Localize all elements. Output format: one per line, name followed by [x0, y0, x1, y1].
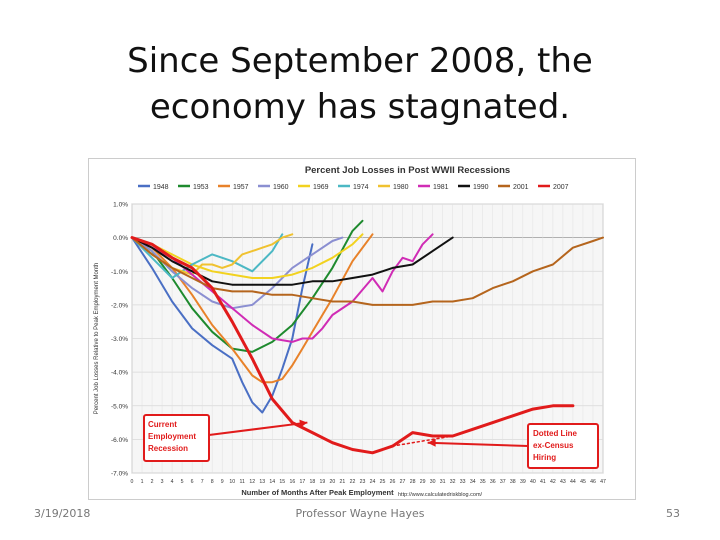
x-tick-label: 4 [171, 479, 174, 485]
x-tick-label: 40 [530, 479, 536, 485]
x-tick-label: 2 [151, 479, 154, 485]
x-tick-label: 41 [540, 479, 546, 485]
x-tick-label: 35 [480, 479, 486, 485]
chart-title: Percent Job Losses in Post WWII Recessio… [305, 165, 510, 176]
legend-label: 1960 [273, 184, 289, 191]
y-tick-label: -4.0% [111, 370, 128, 377]
x-tick-label: 37 [500, 479, 506, 485]
x-tick-label: 38 [510, 479, 516, 485]
x-tick-label: 42 [550, 479, 556, 485]
x-tick-label: 8 [211, 479, 214, 485]
x-tick-label: 7 [201, 479, 204, 485]
x-tick-label: 9 [221, 479, 224, 485]
source-url: http://www.calculatedriskblog.com/ [398, 492, 483, 498]
x-tick-label: 30 [430, 479, 436, 485]
legend-label: 1980 [393, 184, 409, 191]
annotation-text-census: ex-Census [533, 441, 574, 450]
y-tick-label: -1.0% [111, 269, 128, 276]
x-tick-label: 18 [309, 479, 315, 485]
series-line-1948 [131, 236, 314, 414]
x-tick-label: 47 [600, 479, 606, 485]
legend-label: 1948 [153, 184, 169, 191]
x-axis-label: Number of Months After Peak Employment [241, 488, 394, 497]
x-tick-label: 43 [560, 479, 566, 485]
x-tick-label: 31 [440, 479, 446, 485]
x-tick-label: 19 [320, 479, 326, 485]
y-tick-label: -6.0% [111, 437, 128, 444]
x-tick-label: 32 [450, 479, 456, 485]
x-tick-label: 14 [269, 479, 275, 485]
legend-label: 2001 [513, 184, 529, 191]
series-line-dotted [391, 435, 454, 447]
x-tick-label: 26 [390, 479, 396, 485]
annotation-arrowhead-current [299, 419, 308, 428]
annotation-text-current: Recession [148, 444, 188, 453]
footer-date: 3/19/2018 [34, 507, 91, 520]
x-tick-label: 15 [279, 479, 285, 485]
y-tick-label: 0.0% [113, 235, 128, 242]
slide-title-line-1: Since September 2008, the [127, 41, 593, 81]
legend-label: 2007 [553, 184, 569, 191]
y-axis-label: Percent Job Losses Relative to Peak Empl… [94, 263, 100, 414]
x-tick-label: 20 [330, 479, 336, 485]
x-tick-label: 44 [570, 479, 576, 485]
legend-label: 1969 [313, 184, 329, 191]
y-tick-label: -5.0% [111, 403, 128, 410]
series-line-1960 [131, 236, 344, 310]
x-tick-label: 6 [191, 479, 194, 485]
x-tick-label: 12 [249, 479, 255, 485]
x-tick-label: 3 [161, 479, 164, 485]
slide-title: Since September 2008, the economy has st… [0, 38, 720, 130]
series-line-1981 [131, 233, 434, 343]
x-tick-label: 36 [490, 479, 496, 485]
annotation-box-current [143, 414, 210, 462]
x-tick-label: 17 [299, 479, 305, 485]
legend-label: 1990 [473, 184, 489, 191]
x-tick-label: 0 [131, 479, 134, 485]
x-tick-label: 28 [410, 479, 416, 485]
series-line-1974 [131, 233, 284, 279]
annotation-text-census: Hiring [533, 453, 556, 462]
x-tick-label: 29 [420, 479, 426, 485]
annotation-arrow-census [427, 441, 529, 447]
x-tick-label: 13 [259, 479, 265, 485]
x-tick-label: 33 [460, 479, 466, 485]
y-tick-label: -7.0% [111, 471, 128, 478]
x-tick-label: 10 [229, 479, 235, 485]
x-tick-label: 23 [360, 479, 366, 485]
footer-presenter: Professor Wayne Hayes [295, 507, 425, 520]
x-tick-label: 45 [580, 479, 586, 485]
annotation-arrowhead-census [427, 438, 436, 447]
x-tick-label: 46 [590, 479, 596, 485]
x-tick-label: 21 [340, 479, 346, 485]
x-tick-label: 1 [141, 479, 144, 485]
slide-title-line-2: economy has stagnated. [149, 87, 571, 127]
x-tick-label: 16 [289, 479, 295, 485]
x-tick-label: 25 [380, 479, 386, 485]
annotation-text-current: Employment [148, 432, 196, 441]
y-tick-label: -2.0% [111, 302, 128, 309]
annotation-text-current: Current [148, 420, 177, 429]
x-tick-label: 22 [350, 479, 356, 485]
legend-label: 1974 [353, 184, 369, 191]
x-tick-label: 24 [370, 479, 376, 485]
y-tick-label: -3.0% [111, 336, 128, 343]
annotation-arrow-current [208, 421, 308, 436]
x-tick-label: 39 [520, 479, 526, 485]
x-tick-label: 27 [400, 479, 406, 485]
x-tick-label: 5 [181, 479, 184, 485]
legend-label: 1953 [193, 184, 209, 191]
legend-label: 1957 [233, 184, 249, 191]
series-line-1969 [131, 233, 364, 279]
job-losses-chart: Percent Job Losses in Post WWII Recessio… [88, 158, 636, 500]
annotation-text-census: Dotted Line [533, 429, 578, 438]
series-line-2007 [130, 236, 575, 455]
page-number: 53 [666, 507, 680, 520]
x-tick-label: 11 [240, 479, 245, 485]
series-line-1990 [131, 236, 454, 286]
x-tick-label: 34 [470, 479, 476, 485]
y-tick-label: 1.0% [113, 202, 128, 209]
legend-label: 1981 [433, 184, 449, 191]
